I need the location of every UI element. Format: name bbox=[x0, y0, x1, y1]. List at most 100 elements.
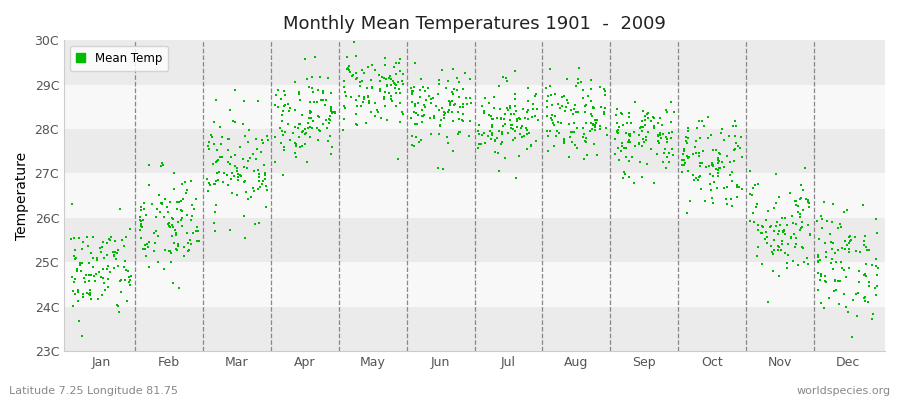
Point bbox=[147, 248, 161, 254]
Point bbox=[102, 236, 116, 242]
Point bbox=[518, 115, 532, 122]
Point bbox=[133, 214, 148, 220]
Point bbox=[518, 124, 533, 131]
Point bbox=[415, 119, 429, 126]
Point bbox=[93, 245, 107, 251]
Point bbox=[320, 124, 335, 131]
Point bbox=[729, 123, 743, 129]
Point bbox=[620, 119, 634, 126]
Point bbox=[136, 246, 150, 252]
Point bbox=[338, 88, 352, 95]
Point bbox=[292, 89, 306, 96]
Point bbox=[718, 196, 733, 202]
Point bbox=[546, 121, 561, 128]
Point bbox=[412, 87, 427, 93]
Point bbox=[100, 252, 114, 258]
Point bbox=[638, 121, 652, 128]
Point bbox=[387, 64, 401, 70]
Point bbox=[212, 168, 226, 175]
Point bbox=[289, 142, 303, 149]
Point bbox=[551, 100, 565, 107]
Point bbox=[310, 99, 324, 106]
Point bbox=[388, 81, 402, 87]
Point bbox=[728, 133, 742, 140]
Point bbox=[437, 110, 452, 116]
Point bbox=[660, 154, 674, 160]
Point bbox=[202, 146, 216, 152]
Point bbox=[539, 113, 554, 120]
Bar bbox=[64, 129, 885, 174]
Point bbox=[303, 114, 318, 121]
Point bbox=[443, 102, 457, 108]
Point bbox=[494, 140, 508, 147]
Point bbox=[95, 292, 110, 299]
Point bbox=[476, 130, 491, 136]
Point bbox=[507, 111, 521, 117]
Point bbox=[810, 218, 824, 224]
Point bbox=[652, 140, 667, 146]
Point bbox=[255, 181, 269, 187]
Point bbox=[451, 131, 465, 137]
Point bbox=[590, 120, 604, 127]
Point bbox=[452, 116, 466, 122]
Point bbox=[860, 261, 874, 267]
Point bbox=[508, 128, 522, 134]
Point bbox=[323, 104, 338, 110]
Point bbox=[406, 88, 420, 94]
Point bbox=[356, 95, 371, 102]
Point bbox=[864, 262, 878, 268]
Point bbox=[519, 131, 534, 137]
Point bbox=[455, 101, 470, 108]
Point bbox=[590, 116, 604, 123]
Point bbox=[446, 86, 461, 92]
Point bbox=[557, 93, 572, 99]
Point bbox=[86, 234, 101, 240]
Point bbox=[796, 187, 810, 194]
Point bbox=[316, 97, 330, 103]
Point bbox=[377, 75, 392, 81]
Point bbox=[151, 259, 166, 266]
Point bbox=[800, 198, 814, 205]
Point bbox=[276, 144, 291, 150]
Point bbox=[492, 128, 507, 134]
Point bbox=[87, 278, 102, 284]
Point bbox=[634, 124, 648, 131]
Point bbox=[823, 231, 837, 237]
Point bbox=[726, 122, 741, 129]
Point bbox=[858, 271, 872, 278]
Point bbox=[813, 276, 827, 283]
Point bbox=[526, 106, 540, 113]
Point bbox=[174, 198, 188, 204]
Point bbox=[841, 309, 855, 315]
Point bbox=[238, 164, 252, 170]
Point bbox=[828, 250, 842, 256]
Point bbox=[344, 93, 358, 100]
Point bbox=[216, 170, 230, 176]
Point bbox=[377, 55, 392, 62]
Point bbox=[364, 109, 378, 115]
Point bbox=[481, 133, 495, 139]
Point bbox=[851, 268, 866, 274]
Point bbox=[86, 254, 100, 261]
Point bbox=[392, 68, 407, 74]
Point bbox=[724, 196, 738, 202]
Point bbox=[175, 223, 189, 230]
Point bbox=[149, 214, 164, 220]
Point bbox=[64, 236, 78, 243]
Point bbox=[137, 200, 151, 206]
Point bbox=[870, 283, 885, 290]
Point bbox=[302, 134, 317, 140]
Point bbox=[751, 244, 765, 250]
Point bbox=[207, 141, 221, 147]
Point bbox=[350, 103, 365, 109]
Point bbox=[392, 56, 407, 62]
Point bbox=[231, 171, 246, 177]
Point bbox=[237, 98, 251, 104]
Point bbox=[395, 78, 410, 84]
Point bbox=[322, 116, 337, 122]
Point bbox=[730, 182, 744, 188]
Point bbox=[583, 77, 598, 83]
Point bbox=[790, 209, 805, 215]
Point bbox=[584, 86, 598, 92]
Point bbox=[700, 114, 715, 120]
